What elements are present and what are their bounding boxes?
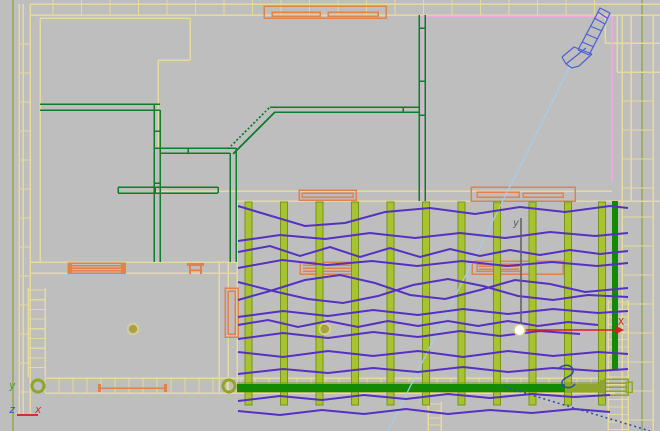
furniture-window-symbols[interactable] (67, 5, 576, 392)
cable-spline[interactable] (237, 204, 629, 228)
cable-spline[interactable] (237, 307, 629, 318)
ring-symbols[interactable] (30, 378, 237, 394)
gizmo-y-label: y (512, 218, 519, 229)
cable-spline[interactable] (237, 329, 581, 340)
cable-splines[interactable] (237, 204, 629, 417)
gizmo-center-dot (513, 323, 526, 337)
joist-bars[interactable] (244, 201, 606, 406)
cursor-glyph (557, 364, 576, 389)
cable-spline[interactable] (237, 277, 629, 305)
home-grid-lines (12, 0, 643, 431)
beam-structure[interactable] (237, 201, 633, 396)
spotlight-wireframe[interactable] (561, 7, 611, 69)
building-outline-walls[interactable] (18, 0, 660, 431)
cable-spline[interactable] (237, 230, 629, 242)
cable-spline[interactable] (237, 244, 629, 259)
axis-label-x: x (34, 403, 42, 416)
cable-spline[interactable] (237, 349, 629, 359)
dot-markers[interactable] (126, 322, 332, 336)
cable-spline[interactable] (237, 407, 611, 417)
cable-spline[interactable] (237, 318, 599, 329)
cable-spline[interactable] (237, 392, 611, 402)
axis-label-y: y (8, 379, 16, 392)
cable-spline[interactable] (237, 365, 629, 375)
move-gizmo[interactable]: Xy (512, 218, 624, 337)
axis-label-z: z (9, 403, 16, 416)
cable-spline[interactable] (237, 273, 629, 301)
green-interior-walls[interactable] (40, 15, 426, 262)
axis-tripod: yz x (8, 379, 42, 416)
gizmo-x-arrowhead[interactable] (616, 326, 624, 334)
gizmo-x-label: X (618, 317, 624, 328)
cable-spline[interactable] (237, 258, 629, 269)
pink-spline[interactable] (422, 15, 613, 200)
spotlight-target-ray (387, 63, 572, 431)
dashed-link-line (504, 386, 651, 431)
